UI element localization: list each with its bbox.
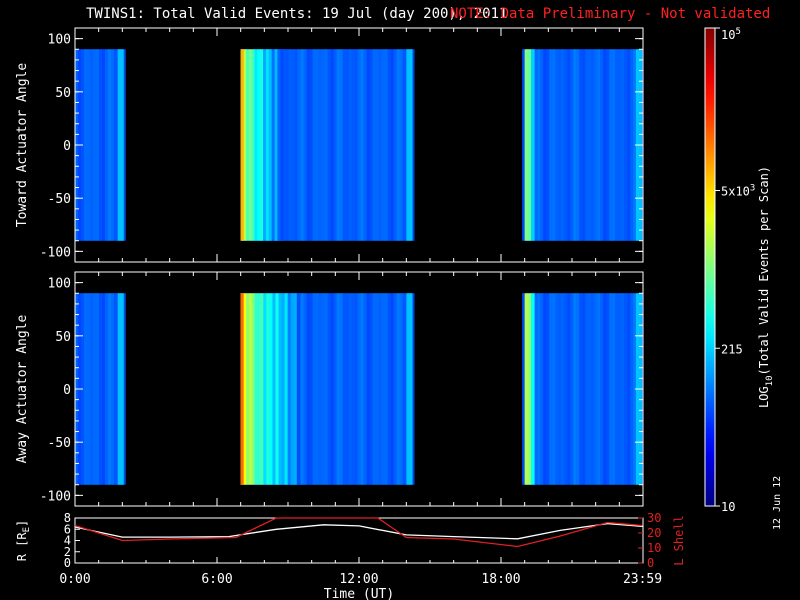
left-tick-label-6: 6 — [64, 522, 71, 536]
preliminary-note: NOTE: Data Preliminary - Not validated — [450, 6, 771, 22]
r-axis-label: R [RE] — [15, 520, 32, 562]
y-tick-label-2-50: 50 — [55, 330, 71, 345]
r-distance-line — [75, 522, 643, 540]
y-tick-label-1--100: -100 — [40, 245, 71, 260]
colorbar — [704, 27, 716, 507]
l-shell-line — [75, 517, 643, 548]
left-tick-label-4: 4 — [64, 534, 71, 548]
ephemeris-frame — [74, 517, 644, 564]
chart-title: TWINS1: Total Valid Events: 19 Jul (day … — [86, 6, 508, 22]
hotspot-edge-2 — [240, 293, 244, 485]
right-tick-label-30: 30 — [647, 511, 661, 525]
y-tick-label-2-0: 0 — [63, 383, 71, 398]
y-axis-label-1: Toward Actuator Angle — [15, 63, 30, 228]
colorbar-tick-label-3: 10 — [721, 500, 735, 514]
right-tick-label-10: 10 — [647, 541, 661, 555]
y-tick-label-2-100: 100 — [48, 277, 71, 292]
colorbar-label: LOG10(Total Valid Events per Scan) — [757, 166, 775, 408]
x-tick-label-1: 6:00 — [201, 572, 232, 587]
left-tick-label-2: 2 — [64, 545, 71, 559]
y-tick-label-1-0: 0 — [63, 139, 71, 154]
date-stamp: 12 Jun 12 — [772, 475, 783, 530]
left-tick-label-0: 0 — [64, 556, 71, 570]
y-tick-label-2--100: -100 — [40, 489, 71, 504]
x-tick-label-4: 23:59 — [623, 572, 662, 587]
y-axis-label-2: Away Actuator Angle — [15, 314, 30, 463]
colorbar-tick-label-1: 5x103 — [721, 184, 755, 199]
colorbar-tick-label-0: 105 — [721, 27, 741, 42]
l-shell-axis-label: L Shell — [672, 515, 686, 566]
right-tick-label-0: 0 — [647, 556, 654, 570]
y-tick-label-1-100: 100 — [48, 33, 71, 48]
left-tick-label-8: 8 — [64, 511, 71, 525]
right-tick-label-20: 20 — [647, 526, 661, 540]
x-tick-label-2: 12:00 — [339, 572, 378, 587]
y-tick-label-1-50: 50 — [55, 86, 71, 101]
y-tick-label-2--50: -50 — [48, 436, 71, 451]
x-axis-label: Time (UT) — [324, 587, 394, 600]
y-tick-label-1--50: -50 — [48, 192, 71, 207]
x-tick-label-3: 18:00 — [481, 572, 520, 587]
hotspot-edge-1 — [240, 49, 244, 241]
x-tick-label-0: 0:00 — [59, 572, 90, 587]
colorbar-tick-label-2: 215 — [721, 342, 743, 356]
